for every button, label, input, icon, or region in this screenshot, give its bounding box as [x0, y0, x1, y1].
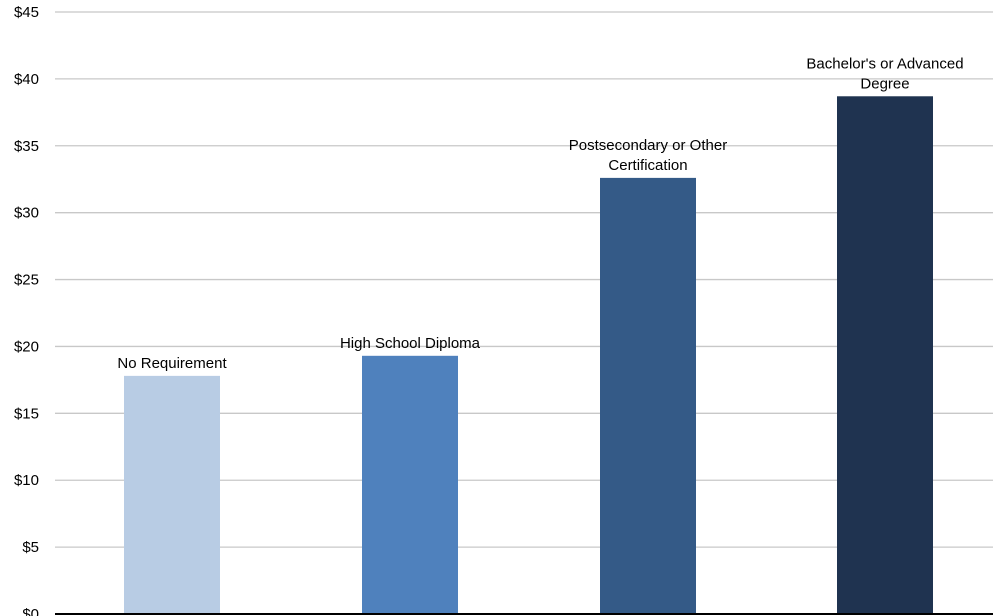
- bar-category-label: Postsecondary or Other: [569, 137, 727, 154]
- y-tick-label: $40: [14, 71, 39, 88]
- y-axis-tick-labels: $0 $5 $10 $15 $20 $25 $30 $35 $40 $45: [14, 4, 39, 616]
- bar: [362, 355, 458, 614]
- y-tick-label: $45: [14, 4, 39, 21]
- y-tick-label: $30: [14, 205, 39, 222]
- bar-category-label: Bachelor's or Advanced: [806, 55, 963, 72]
- bar-category-label: No Requirement: [117, 355, 227, 372]
- bar: [837, 96, 933, 614]
- y-tick-label: $0: [22, 606, 39, 616]
- bar-category-label: High School Diploma: [340, 335, 481, 352]
- bar-category-labels: No Requirement High School Diploma Postsec…: [117, 55, 963, 372]
- y-tick-label: $35: [14, 138, 39, 155]
- y-tick-label: $25: [14, 272, 39, 289]
- bars: [124, 96, 933, 614]
- bar-category-label: Degree: [860, 75, 909, 92]
- bar: [600, 177, 696, 614]
- bar: [124, 375, 220, 614]
- y-tick-label: $5: [22, 539, 39, 556]
- y-tick-label: $10: [14, 472, 39, 489]
- y-tick-label: $20: [14, 338, 39, 355]
- bar-category-label: Certification: [608, 157, 687, 174]
- y-tick-label: $15: [14, 405, 39, 422]
